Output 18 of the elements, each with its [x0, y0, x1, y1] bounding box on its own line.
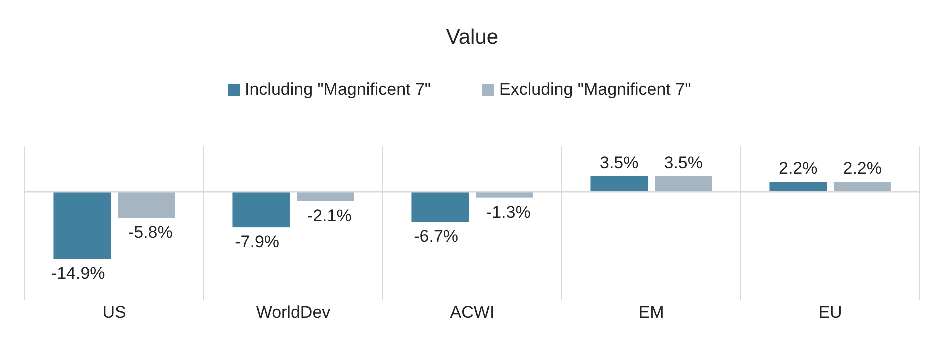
- data-label: 2.2%: [843, 159, 882, 178]
- data-label: -2.1%: [307, 206, 352, 226]
- x-tick-label: WorldDev: [256, 303, 332, 322]
- data-label: 3.5%: [600, 153, 639, 172]
- x-tick-label: EM: [638, 303, 664, 322]
- data-label: 2.2%: [778, 159, 818, 178]
- data-label: -14.9%: [51, 264, 106, 284]
- x-tick-label: US: [102, 303, 126, 322]
- data-label: -7.9%: [235, 232, 280, 252]
- data-label: -1.3%: [486, 202, 531, 222]
- x-tick-label: ACWI: [450, 303, 495, 322]
- chart-title: Value: [446, 26, 499, 49]
- x-tick-label: EU: [818, 303, 842, 322]
- data-label: -6.7%: [414, 227, 459, 246]
- legend-label: Excluding "Magnificent 7": [500, 80, 692, 99]
- data-label: -5.8%: [128, 223, 173, 242]
- data-label: 3.5%: [664, 153, 704, 172]
- legend-label: Including "Magnificent 7": [245, 80, 431, 99]
